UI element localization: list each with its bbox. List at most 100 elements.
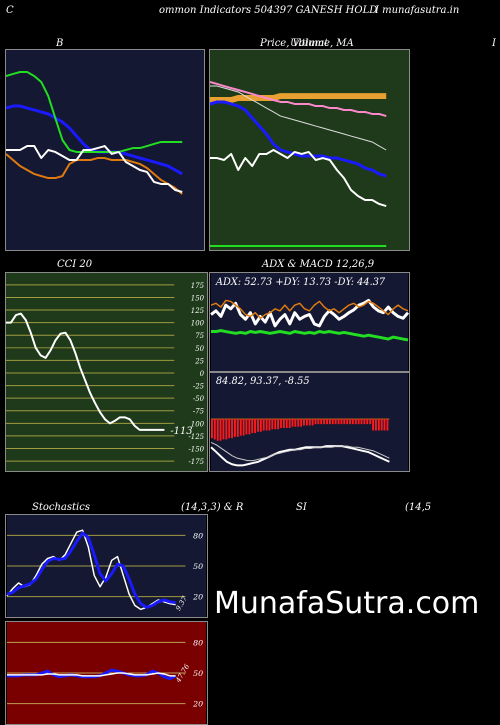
macd-histogram-bar	[372, 419, 374, 431]
macd-histogram-bar	[374, 419, 377, 431]
macd-histogram-bar	[354, 419, 357, 425]
macd-histogram-bar	[337, 419, 340, 425]
macd-histogram-bar	[288, 419, 291, 428]
macd-histogram-bar	[343, 419, 346, 425]
macd-histogram-bar	[314, 419, 317, 425]
adx-label: ADX: 52.73 +DY: 13.73 -DY: 44.37	[215, 277, 386, 288]
macd-histogram-bar	[211, 419, 213, 439]
macd-histogram-bar	[366, 419, 369, 425]
macd-histogram-bar	[303, 419, 305, 426]
macd-histogram-bar	[239, 419, 242, 436]
macd-histogram-bar	[248, 419, 251, 435]
macd-histogram-bar	[268, 419, 271, 431]
macd-histogram-bar	[251, 419, 254, 434]
macd-histogram-bar	[323, 419, 326, 425]
macd-histogram-bar	[236, 419, 239, 437]
macd-histogram-bar	[308, 419, 311, 426]
macd-series-0	[210, 445, 390, 467]
macd-series-1	[210, 442, 390, 462]
price-title: Price, Volume, MA	[260, 38, 354, 49]
cci-tick-label: 75	[195, 332, 204, 340]
stoch-params: (14,3,3) & R	[181, 502, 244, 513]
cci-tick-label: 50	[195, 345, 204, 353]
cci-panel: 175 150 125 100 75 50 25 0 -25 -50 -75 100 -125 -150 -…	[5, 272, 208, 472]
macd-histogram-bar	[262, 419, 265, 431]
price-series-3	[210, 100, 387, 178]
macd-histogram-bar	[259, 419, 262, 432]
macd-histogram-bar	[282, 419, 285, 428]
cci-tick-label: -150	[188, 445, 204, 453]
adx-series-2	[210, 299, 409, 320]
macd-histogram-bar	[317, 419, 320, 425]
price-title-overlap: Ultimat	[290, 38, 329, 49]
macd-histogram-bar	[300, 419, 303, 427]
macd-histogram-bar	[231, 419, 233, 439]
bb-series-1	[6, 70, 183, 153]
macd-histogram-bar	[311, 419, 314, 426]
header-title: ommon Indicators 504397 GANESH HOLD	[159, 5, 378, 16]
cci-tick-label: 25	[194, 357, 204, 365]
stoch-tick-label: 20	[192, 593, 203, 602]
cci-tick-label: -175	[188, 458, 204, 466]
stoch-title: Stochastics	[32, 502, 90, 513]
cci-tick-label: 175	[191, 282, 204, 290]
rsi-title: SI	[296, 502, 307, 513]
cci-tick-label: -125	[188, 433, 204, 441]
cci-last-value: -113	[170, 426, 192, 437]
header-site: I munafasutra.in	[375, 5, 460, 16]
macd-histogram-bar	[334, 419, 337, 425]
macd-histogram-bar	[297, 419, 300, 427]
stoch-tick-label: 80	[193, 531, 203, 540]
macd-histogram-bar	[360, 419, 363, 425]
price-series-4	[210, 149, 387, 207]
rsi-tick-label: 20	[192, 700, 203, 709]
rsi-params: (14,5	[405, 502, 432, 513]
macd-histogram-bar	[280, 419, 282, 428]
macd-histogram-bar	[222, 419, 225, 440]
macd-histogram-bar	[369, 419, 372, 425]
macd-histogram-bar	[331, 419, 334, 425]
macd-histogram-bar	[257, 419, 259, 432]
macd-histogram-bar	[245, 419, 248, 435]
macd-label: 84.82, 93.37, -8.55	[216, 376, 310, 387]
cci-tick-label: 125	[191, 307, 204, 315]
cci-series-0	[6, 312, 165, 431]
macd-histogram-bar	[326, 419, 328, 425]
cci-tick-label: 0	[200, 370, 205, 378]
cci-tick-label: 100	[191, 420, 205, 428]
macd-histogram-bar	[340, 419, 343, 425]
macd-histogram-bar	[346, 419, 349, 425]
price-series-1	[210, 81, 387, 117]
adx-panel: ADX: 52.73 +DY: 13.73 -DY: 44.37	[209, 272, 410, 372]
edge-letter: I	[492, 38, 496, 49]
macd-histogram-bar	[274, 419, 277, 430]
macd-histogram-bar	[329, 419, 331, 425]
macd-histogram-bar	[285, 419, 288, 428]
macd-histogram-bar	[320, 419, 323, 425]
macd-histogram-bar	[383, 419, 386, 431]
macd-histogram-bar	[228, 419, 231, 439]
watermark: MunafaSutra.com	[214, 586, 480, 621]
price-series-2	[210, 85, 387, 151]
macd-panel: 84.82, 93.37, -8.55	[209, 372, 410, 472]
macd-histogram-bar	[242, 419, 245, 436]
rsi-tick-label: 80	[193, 638, 203, 647]
macd-histogram-bar	[225, 419, 228, 440]
adx-series-0	[211, 329, 409, 342]
macd-histogram-bar	[213, 419, 216, 440]
adx-series-1	[210, 298, 409, 328]
bb-series-3	[6, 145, 183, 193]
bb-series-2	[6, 153, 183, 195]
macd-histogram-bar	[305, 419, 308, 426]
macd-histogram-bar	[265, 419, 268, 431]
stoch-tick-label: 50	[193, 562, 203, 571]
header-left: C	[6, 5, 14, 16]
macd-histogram-bar	[357, 419, 360, 425]
stoch-series-1	[6, 531, 176, 609]
macd-histogram-bar	[291, 419, 294, 427]
macd-histogram-bar	[271, 419, 274, 430]
bb-title: B	[56, 38, 64, 49]
cci-tick-label: 150	[191, 294, 205, 302]
